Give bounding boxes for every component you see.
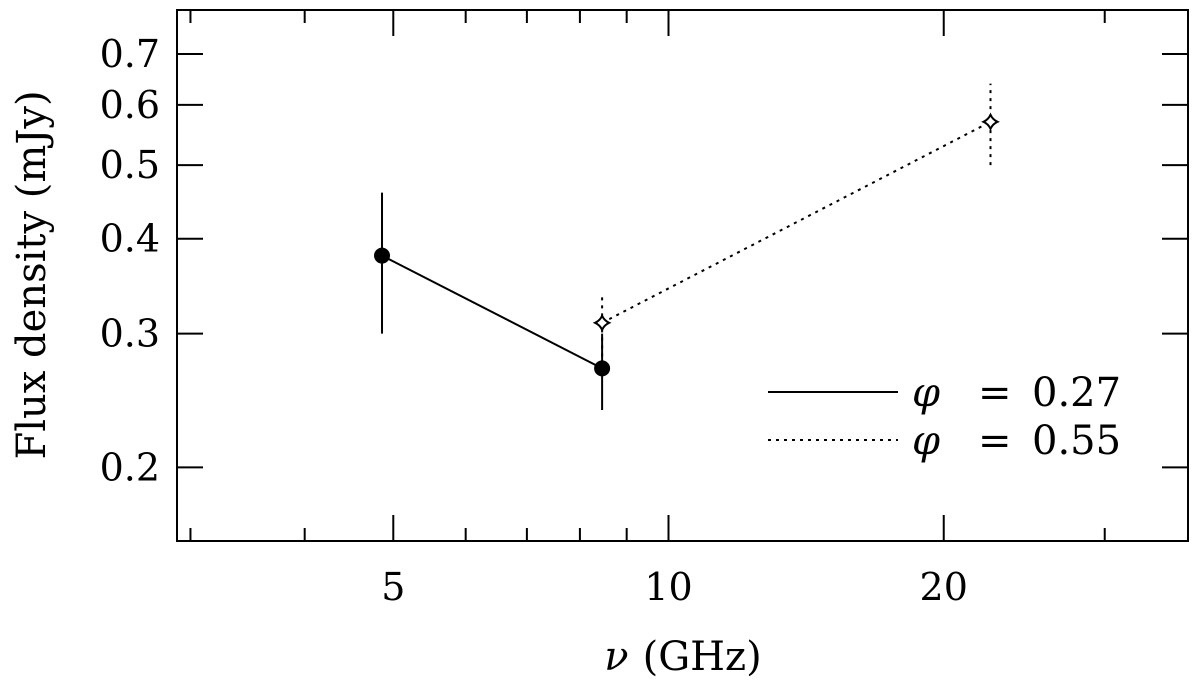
y-tick-label: 0.6 <box>100 83 160 127</box>
x-tick-label: 10 <box>644 565 692 609</box>
data-point <box>981 112 1000 132</box>
y-tick-label: 0.2 <box>100 445 160 489</box>
axis-tick-labels: 5 10 20 0.2 0.3 0.4 0.5 0.6 0.7 <box>100 32 968 609</box>
x-axis-unit: (GHz) <box>643 634 762 680</box>
y-tick-label: 0.5 <box>100 143 160 187</box>
y-axis-title: Flux density (mJy) <box>9 90 55 459</box>
series-group <box>374 83 1000 410</box>
series-2 <box>592 83 1000 357</box>
x-axis-symbol: ν <box>604 634 628 680</box>
axis-ticks <box>177 10 1188 541</box>
data-point <box>374 247 391 264</box>
x-tick-label: 20 <box>920 565 968 609</box>
legend-equals: = <box>978 418 1012 464</box>
y-tick-label: 0.3 <box>100 312 160 356</box>
data-point <box>594 360 611 377</box>
legend-symbol: φ <box>912 370 940 416</box>
legend-symbol: φ <box>912 418 940 464</box>
legend-value: 0.27 <box>1032 370 1121 416</box>
series-line <box>601 120 991 324</box>
x-axis-title: ν (GHz) <box>604 634 761 680</box>
data-point <box>592 313 612 333</box>
series-1 <box>374 192 611 410</box>
legend-equals: = <box>978 370 1012 416</box>
legend-value: 0.55 <box>1032 418 1121 464</box>
series-line <box>381 254 603 370</box>
plot-frame <box>176 9 1189 542</box>
y-tick-label: 0.7 <box>100 32 160 76</box>
x-tick-label: 5 <box>381 565 405 609</box>
y-tick-label: 0.4 <box>100 217 160 261</box>
legend: φ = 0.27 φ = 0.55 <box>768 370 1121 464</box>
